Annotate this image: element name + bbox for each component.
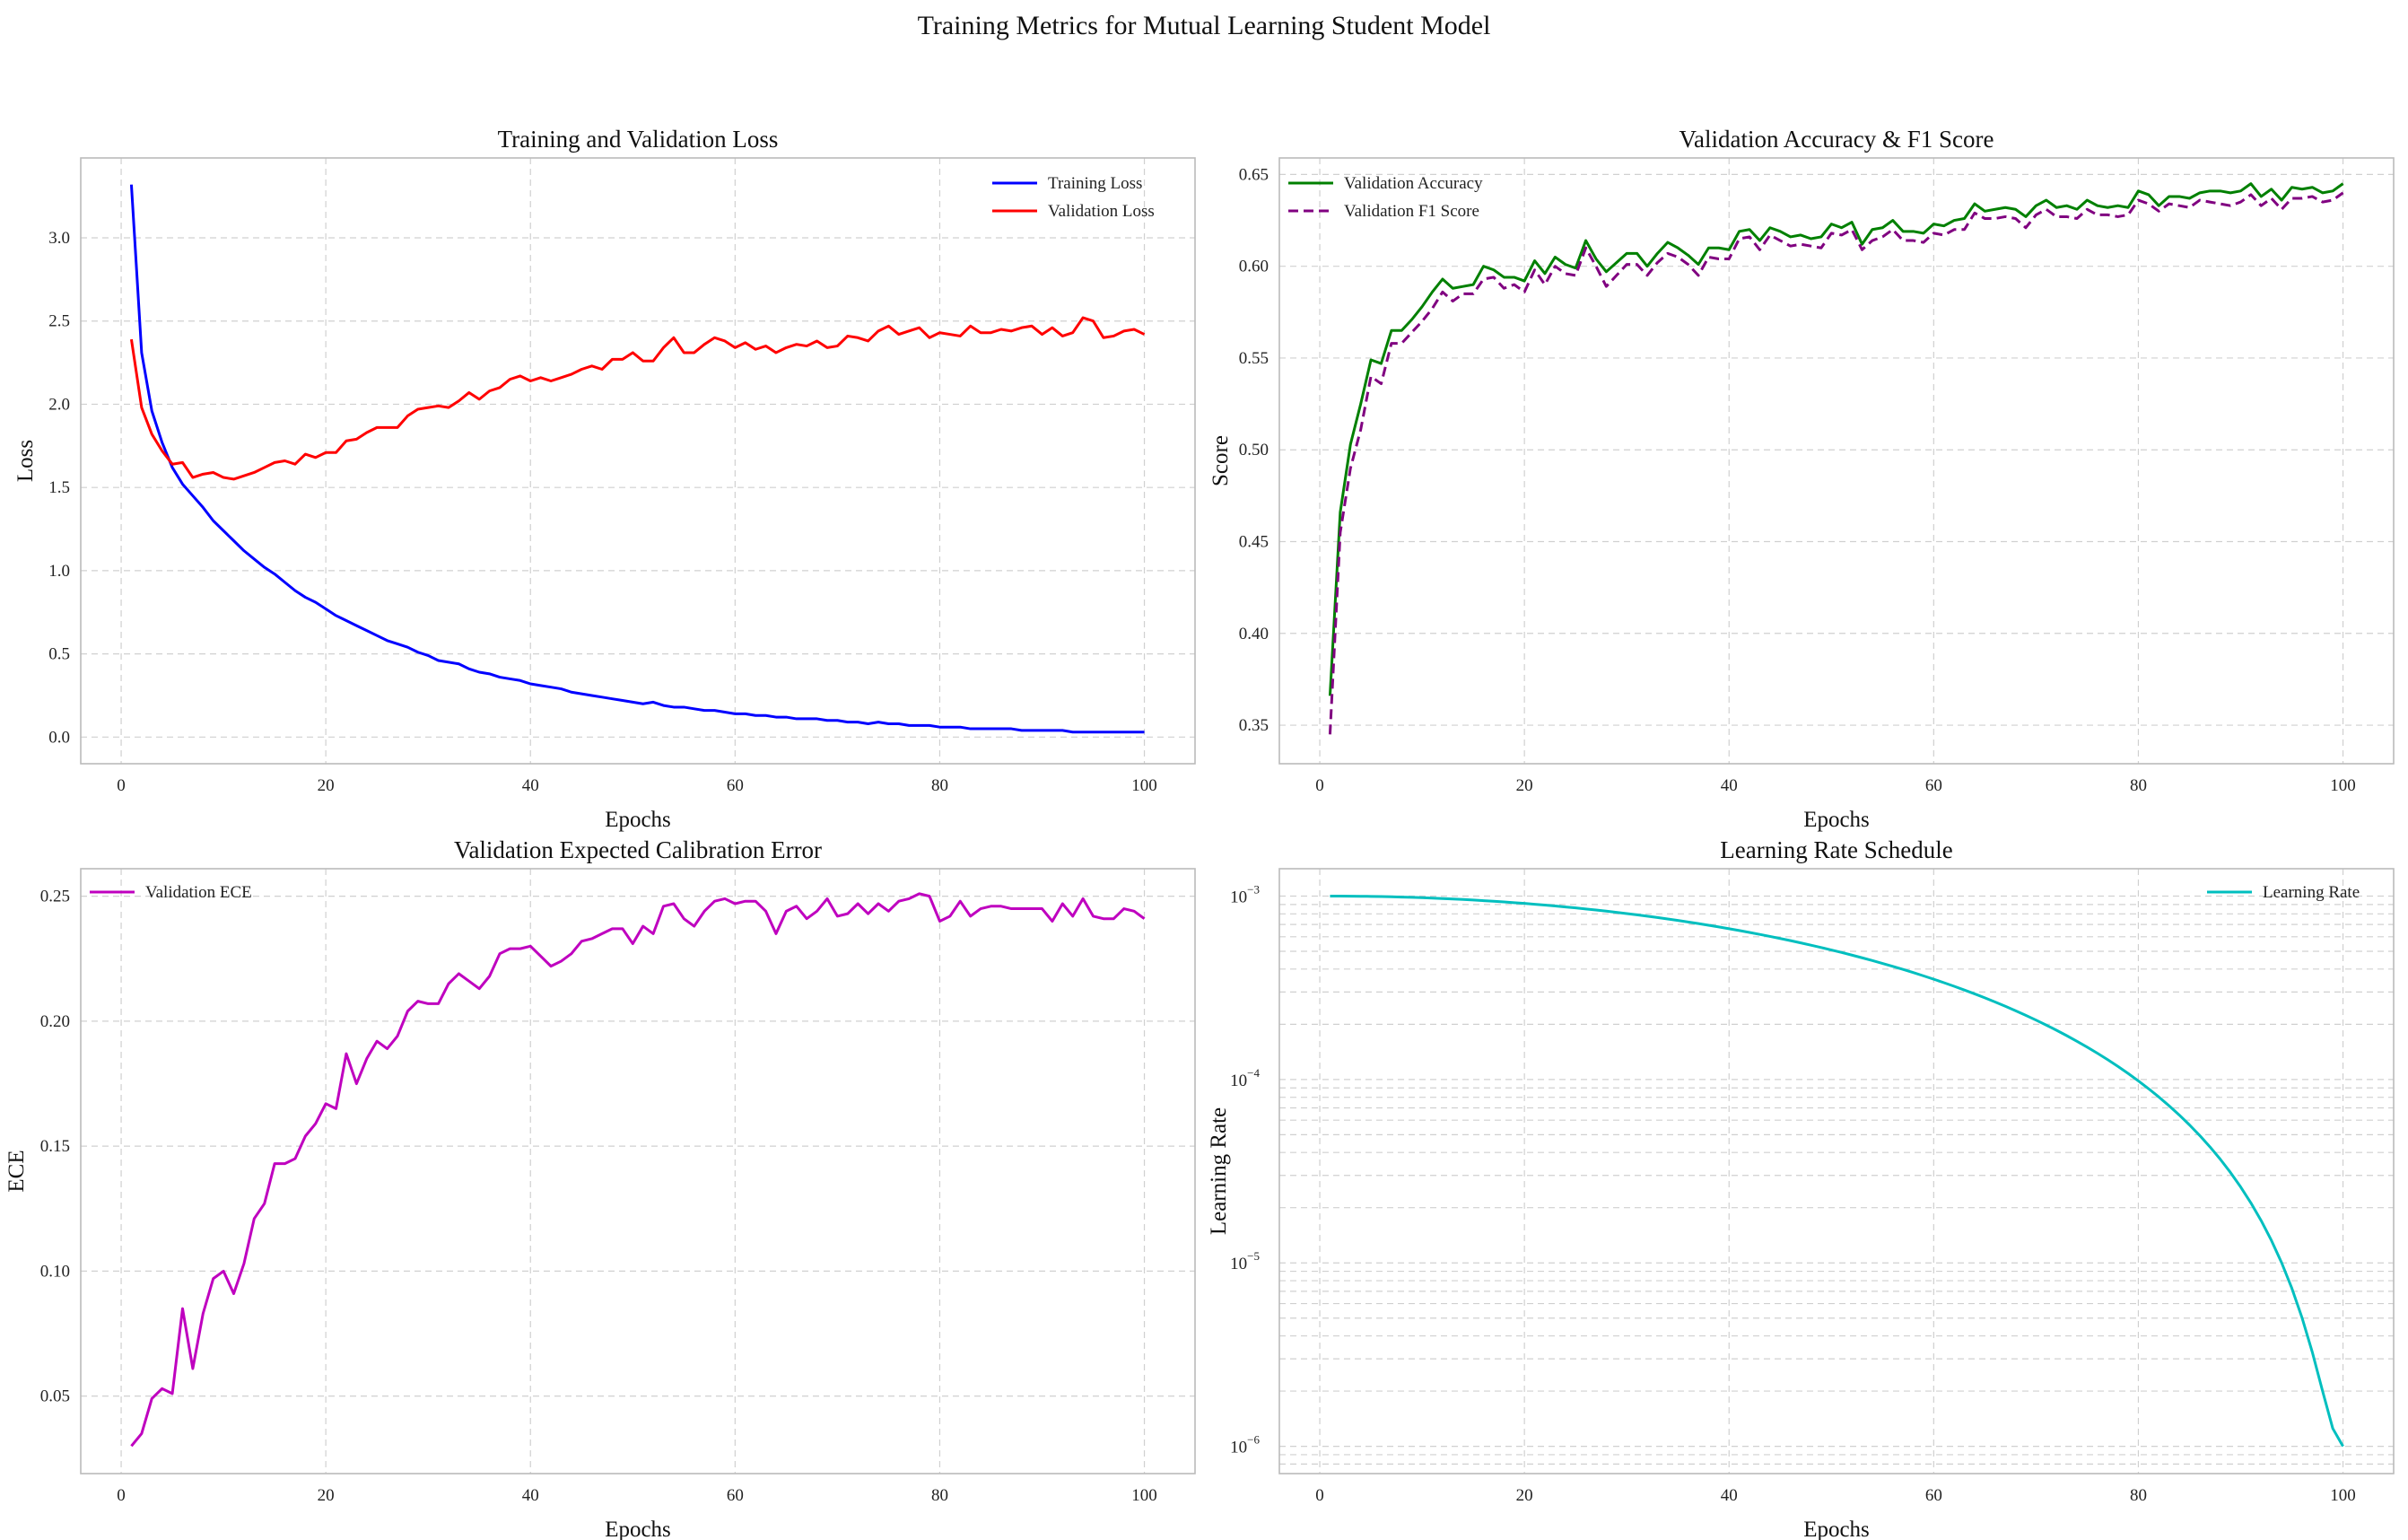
ece-plot-frame [80, 868, 1196, 1474]
score-y-tick-label: 0.60 [1239, 258, 1269, 276]
score-x-tick-label: 20 [1516, 776, 1533, 795]
loss-x-tick-label: 80 [931, 776, 948, 795]
loss-legend: Training Loss Validation Loss [992, 174, 1155, 221]
ece-x-tick-label: 20 [318, 1486, 335, 1505]
loss-series-training-loss [129, 184, 1145, 734]
loss-legend-label: Training Loss [1048, 174, 1142, 193]
learning-rate-plot-frame [1278, 868, 2395, 1474]
score-panel-title: Validation Accuracy & F1 Score [1679, 126, 1994, 153]
score-x-tick-label: 40 [1721, 776, 1738, 795]
score-grid [1279, 158, 2394, 764]
loss-y-tick-label: 2.0 [48, 395, 70, 414]
score-plot-frame [1278, 157, 2395, 765]
ece-y-tick-label: 0.15 [40, 1137, 70, 1156]
score-y-tick-label: 0.40 [1239, 625, 1269, 643]
learning-rate-legend: Learning Rate [2207, 883, 2360, 902]
learning-rate-series-learning-rate [1330, 895, 2344, 1448]
ece-y-tick-label: 0.20 [40, 1012, 70, 1031]
loss-x-axis-label: Epochs [605, 808, 671, 832]
score-legend-label: Validation F1 Score [1344, 202, 1479, 221]
score-y-tick-label: 0.45 [1239, 533, 1269, 552]
loss-x-tick-label: 40 [522, 776, 539, 795]
loss-panel-title: Training and Validation Loss [498, 126, 779, 153]
loss-y-tick-label: 0.5 [48, 645, 70, 664]
ece-x-tick-label: 0 [117, 1486, 126, 1505]
score-x-tick-label: 0 [1315, 776, 1324, 795]
ece-y-tick-label: 0.25 [40, 888, 70, 906]
figure-title: Training Metrics for Mutual Learning Stu… [918, 11, 1491, 40]
score-y-tick-label: 0.50 [1239, 441, 1269, 459]
learning-rate-x-tick-label: 20 [1516, 1486, 1533, 1505]
ece-series-validation-ece [130, 892, 1146, 1448]
loss-x-tick-label: 100 [1131, 776, 1157, 795]
loss-y-tick-label: 2.5 [48, 312, 70, 331]
score-legend: Validation Accuracy Validation F1 Score [1288, 174, 1483, 221]
score-series-validation-f1-score [1328, 191, 2344, 735]
loss-y-tick-label: 1.5 [48, 478, 70, 497]
loss-y-tick-label: 1.0 [48, 562, 70, 581]
learning-rate-legend-label: Learning Rate [2263, 883, 2360, 902]
score-y-tick-label: 0.35 [1239, 716, 1269, 735]
loss-legend-label: Validation Loss [1048, 202, 1155, 221]
ece-x-tick-label: 40 [522, 1486, 539, 1505]
score-x-axis-label: Epochs [1803, 808, 1870, 832]
learning-rate-x-axis-label: Epochs [1803, 1518, 1870, 1540]
score-y-tick-label: 0.55 [1239, 349, 1269, 368]
learning-rate-y-tick-label: 10−6 [1230, 1433, 1260, 1457]
loss-x-tick-label: 60 [727, 776, 744, 795]
score-series-validation-accuracy [1328, 182, 2344, 696]
ece-panel-title: Validation Expected Calibration Error [454, 836, 822, 863]
loss-x-tick-label: 0 [117, 776, 126, 795]
score-legend-label: Validation Accuracy [1344, 174, 1483, 193]
ece-x-tick-label: 100 [1131, 1486, 1157, 1505]
loss-y-tick-label: 0.0 [48, 728, 70, 747]
loss-plot-frame [80, 157, 1196, 765]
score-x-tick-label: 100 [2330, 776, 2356, 795]
score-panel: Validation Accuracy & F1 Score Epochs Sc… [1208, 126, 2395, 832]
learning-rate-x-tick-label: 100 [2330, 1486, 2356, 1505]
ece-x-tick-label: 60 [727, 1486, 744, 1505]
ece-y-tick-label: 0.10 [40, 1262, 70, 1281]
learning-rate-grid [1279, 869, 2394, 1474]
loss-y-axis-label: Loss [13, 440, 38, 482]
learning-rate-y-axis-label: Learning Rate [1207, 1107, 1231, 1235]
ece-panel: Validation Expected Calibration Error Ep… [4, 836, 1196, 1540]
ece-legend: Validation ECE [90, 883, 252, 902]
learning-rate-y-tick-label: 10−4 [1230, 1066, 1260, 1090]
ece-legend-label: Validation ECE [145, 883, 252, 902]
learning-rate-y-tick-label: 10−3 [1230, 882, 1260, 906]
loss-grid [81, 158, 1195, 764]
learning-rate-x-tick-label: 40 [1721, 1486, 1738, 1505]
score-x-tick-label: 60 [1925, 776, 1942, 795]
loss-x-tick-label: 20 [318, 776, 335, 795]
score-y-axis-label: Score [1208, 435, 1233, 486]
ece-grid [81, 869, 1195, 1474]
ece-x-tick-label: 80 [931, 1486, 948, 1505]
learning-rate-x-tick-label: 80 [2130, 1486, 2147, 1505]
learning-rate-panel-title: Learning Rate Schedule [1720, 836, 1952, 863]
learning-rate-x-tick-label: 60 [1925, 1486, 1942, 1505]
ece-y-tick-label: 0.05 [40, 1387, 70, 1406]
learning-rate-x-tick-label: 0 [1315, 1486, 1324, 1505]
ece-y-axis-label: ECE [4, 1150, 29, 1192]
loss-panel: Training and Validation Loss Epochs Loss… [13, 126, 1196, 832]
learning-rate-panel: Learning Rate Schedule Epochs Learning R… [1207, 836, 2395, 1540]
loss-series-validation-loss [129, 316, 1146, 481]
learning-rate-y-tick-label: 10−5 [1230, 1249, 1260, 1273]
score-x-tick-label: 80 [2130, 776, 2147, 795]
score-y-tick-label: 0.65 [1239, 165, 1269, 184]
ece-x-axis-label: Epochs [605, 1518, 671, 1540]
loss-y-tick-label: 3.0 [48, 229, 70, 248]
